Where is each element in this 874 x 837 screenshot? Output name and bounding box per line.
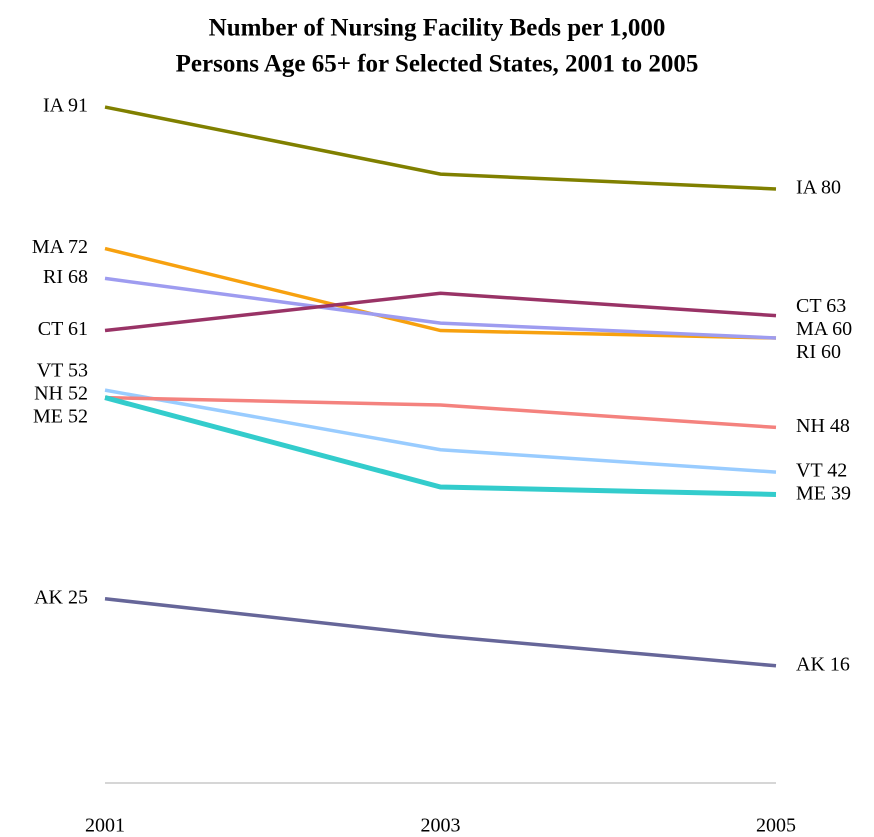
data-label: RI 60: [796, 341, 841, 363]
data-label: ME 52: [33, 406, 88, 428]
line: [104, 105, 777, 191]
line: [104, 597, 777, 668]
data-label: VT 53: [37, 360, 88, 382]
data-label: IA 80: [796, 177, 841, 199]
data-label: NH 48: [796, 415, 850, 437]
data-label: MA 72: [32, 236, 88, 258]
data-label: AK 25: [34, 586, 88, 608]
data-label: IA 91: [43, 95, 88, 117]
line: [104, 276, 777, 340]
data-label: VT 42: [796, 459, 847, 481]
data-label: NH 52: [34, 383, 88, 405]
x-tick-label: 2005: [756, 815, 796, 837]
line: [104, 388, 777, 474]
chart-title: Number of Nursing Facility Beds per 1,00…: [209, 15, 666, 42]
data-label: ME 39: [796, 482, 851, 504]
line: [104, 395, 777, 497]
line: [104, 395, 777, 430]
data-label: AK 16: [796, 653, 850, 675]
data-label: CT 61: [38, 318, 88, 340]
data-label: MA 60: [796, 318, 852, 340]
line: [104, 246, 777, 340]
chart-title: Persons Age 65+ for Selected States, 200…: [176, 51, 699, 78]
line: [104, 291, 777, 333]
x-tick-label: 2003: [421, 815, 461, 837]
data-label: RI 68: [43, 266, 88, 288]
x-tick-label: 2001: [85, 815, 125, 837]
data-label: CT 63: [796, 295, 846, 317]
